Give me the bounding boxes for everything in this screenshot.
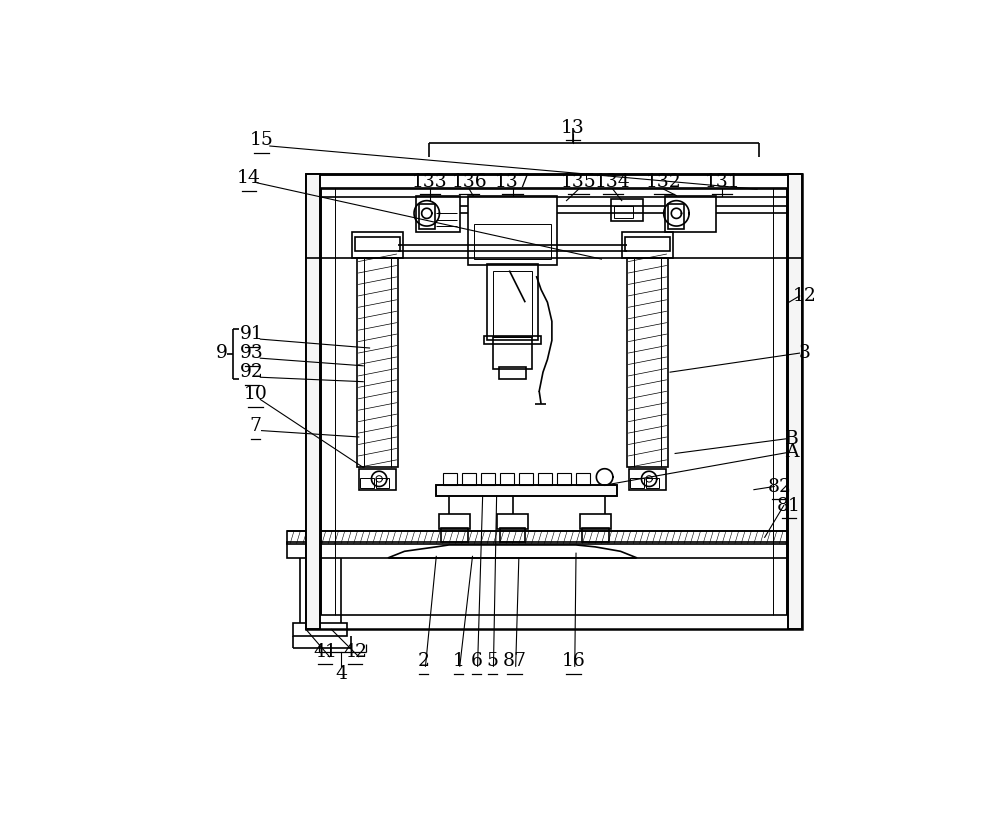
Bar <box>306 174 320 629</box>
Bar <box>468 196 557 266</box>
Text: 42: 42 <box>343 643 367 661</box>
Bar <box>376 478 389 488</box>
Bar <box>439 514 470 529</box>
Text: A: A <box>785 442 799 460</box>
Text: 91: 91 <box>240 325 264 343</box>
Bar <box>500 474 514 484</box>
Bar <box>629 469 666 490</box>
Bar <box>500 528 525 542</box>
Text: 135: 135 <box>561 172 596 191</box>
Bar <box>493 337 532 369</box>
Bar <box>293 623 347 636</box>
Bar <box>622 233 673 257</box>
Text: 16: 16 <box>562 653 585 670</box>
Bar <box>287 542 798 558</box>
Text: 15: 15 <box>250 131 274 149</box>
Text: 137: 137 <box>495 172 530 191</box>
Text: 1: 1 <box>453 653 464 670</box>
Bar <box>557 474 571 484</box>
Text: 12: 12 <box>793 287 817 305</box>
Bar <box>538 474 552 484</box>
Text: 81: 81 <box>777 497 801 515</box>
Bar <box>582 528 609 542</box>
Text: 82: 82 <box>767 478 791 496</box>
Text: 5: 5 <box>486 653 498 670</box>
Bar <box>646 478 659 488</box>
Text: 132: 132 <box>646 172 682 191</box>
Bar <box>497 514 528 529</box>
Bar <box>665 196 716 233</box>
Bar <box>321 188 787 615</box>
Bar <box>416 196 460 233</box>
Bar <box>614 205 633 219</box>
Bar <box>519 474 533 484</box>
Bar <box>419 204 435 229</box>
Bar <box>788 174 802 629</box>
Bar <box>436 484 617 496</box>
Text: 6: 6 <box>470 653 482 670</box>
Bar <box>357 257 398 468</box>
Text: 4: 4 <box>335 665 347 683</box>
Text: 131: 131 <box>704 172 740 191</box>
Bar <box>359 469 396 490</box>
Bar <box>474 224 551 259</box>
Bar <box>493 271 532 337</box>
Bar <box>352 233 403 257</box>
Bar <box>625 238 670 252</box>
Bar <box>499 367 526 379</box>
Bar <box>443 474 457 484</box>
Bar <box>668 204 684 229</box>
Bar <box>627 257 668 468</box>
Bar <box>580 514 611 529</box>
Text: 134: 134 <box>595 172 631 191</box>
Text: 133: 133 <box>412 172 448 191</box>
Bar <box>436 484 617 496</box>
Bar <box>306 174 802 629</box>
Bar <box>611 200 643 221</box>
Text: 92: 92 <box>240 363 264 381</box>
Text: 93: 93 <box>240 344 264 362</box>
Text: 2: 2 <box>418 653 430 670</box>
Bar <box>360 478 374 488</box>
Text: 14: 14 <box>237 169 261 187</box>
Bar <box>576 474 590 484</box>
Bar <box>487 264 538 341</box>
Bar <box>481 474 495 484</box>
Text: 87: 87 <box>502 653 526 670</box>
Text: 41: 41 <box>313 643 337 661</box>
Text: B: B <box>785 430 799 448</box>
Text: 9: 9 <box>216 344 227 362</box>
Text: 10: 10 <box>243 385 267 403</box>
Bar <box>462 474 476 484</box>
Bar <box>306 174 320 629</box>
Text: 13: 13 <box>561 119 585 137</box>
Text: 3: 3 <box>799 344 811 362</box>
Text: 136: 136 <box>451 172 487 191</box>
Text: 7: 7 <box>249 417 261 435</box>
Bar <box>287 531 798 544</box>
Bar <box>441 528 468 542</box>
Bar <box>630 478 644 488</box>
Bar <box>484 336 541 343</box>
Bar <box>788 174 802 629</box>
Bar <box>355 238 400 252</box>
